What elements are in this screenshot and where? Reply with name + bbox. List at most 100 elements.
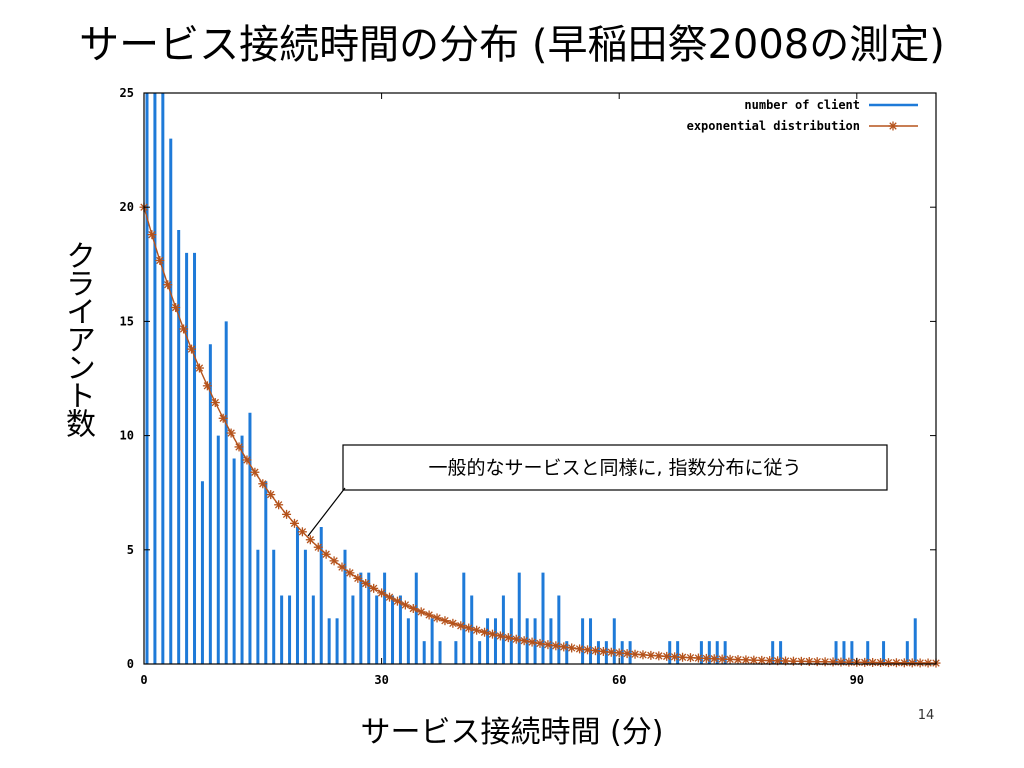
curve-point — [844, 657, 854, 667]
curve-point — [685, 653, 695, 663]
curve-point-stroke — [892, 659, 901, 667]
curve-point — [891, 658, 901, 668]
curve-point-stroke — [789, 657, 798, 665]
annotation-text: 一般的なサービスと同様に, 指数分布に従う — [428, 457, 801, 479]
curve-point-stroke — [916, 659, 924, 667]
curve-point-stroke — [457, 622, 465, 630]
curve-point — [377, 588, 387, 598]
curve-point-stroke — [900, 659, 909, 667]
legend-label-number-of-client: number of client — [744, 98, 860, 112]
curve-point — [440, 616, 450, 626]
curve-point — [820, 657, 830, 667]
curve-point — [464, 623, 474, 633]
y-tick-label: 25 — [120, 86, 134, 100]
curve-point-stroke — [575, 645, 584, 653]
curve-point-stroke — [908, 659, 916, 667]
curve-point-stroke — [718, 655, 726, 663]
page-number: 14 — [917, 708, 935, 723]
curve-point-stroke — [765, 656, 774, 665]
curve-point — [804, 657, 814, 667]
curve-point-stroke — [488, 630, 497, 638]
legend-label-exponential: exponential distribution — [687, 119, 860, 133]
curve-point — [337, 562, 347, 572]
curve-point — [155, 255, 165, 265]
curve-point — [860, 657, 870, 667]
x-tick-label: 0 — [140, 673, 147, 687]
curve-point — [456, 621, 466, 631]
curve-point-stroke — [734, 655, 742, 664]
curve-point-stroke — [528, 638, 536, 646]
plot-frame — [143, 92, 937, 665]
curve-point-stroke — [710, 655, 718, 663]
curve-point — [329, 556, 339, 566]
curve-point — [606, 647, 616, 657]
curve-point — [392, 596, 402, 606]
curve-point-stroke — [354, 574, 362, 583]
curve-point-stroke — [369, 584, 378, 593]
curve-point-stroke — [868, 658, 877, 667]
curve-point — [828, 657, 838, 667]
curve-point-stroke — [362, 579, 370, 588]
legend: number of client exponential distributio… — [687, 98, 918, 133]
curve-point-stroke — [742, 656, 750, 664]
curve-point-stroke — [274, 501, 283, 509]
curve-point — [400, 600, 410, 610]
y-tick-label: 20 — [120, 200, 134, 214]
curve-point-stroke — [259, 480, 267, 488]
curve-point — [781, 656, 791, 666]
curve-point-stroke — [702, 654, 711, 663]
curve-point-stroke — [655, 652, 663, 660]
curve-point — [662, 651, 672, 661]
curve-point-stroke — [243, 456, 251, 464]
curve-point — [630, 649, 640, 659]
curve-point — [282, 509, 292, 519]
curve-point-stroke — [599, 647, 608, 656]
curve-point — [147, 230, 157, 240]
curve-point-stroke — [187, 345, 196, 353]
curve-point-stroke — [607, 648, 615, 656]
curve-point-stroke — [504, 633, 513, 642]
curve-point-stroke — [560, 643, 568, 651]
curve-point — [321, 549, 331, 559]
curve-point — [179, 324, 189, 334]
curve-point — [495, 631, 505, 641]
curve-point-stroke — [290, 519, 299, 528]
curve-point — [361, 579, 371, 589]
curve-point — [646, 650, 656, 660]
curve-point-stroke — [385, 593, 394, 601]
curve-point-stroke — [314, 543, 322, 551]
curve-point — [876, 658, 886, 668]
curve-point-stroke — [694, 654, 703, 662]
x-tick-label: 30 — [374, 673, 388, 687]
curve-point-stroke — [496, 632, 505, 640]
y-tick-label: 15 — [120, 314, 134, 328]
curve-point — [899, 658, 909, 668]
curve-point-stroke — [536, 639, 544, 648]
curve-point-stroke — [686, 653, 695, 662]
curve-point — [274, 500, 284, 510]
curve-point-stroke — [409, 604, 417, 613]
curve-point — [313, 542, 323, 552]
curve-point — [297, 527, 307, 537]
curve-point-stroke — [773, 657, 782, 665]
curve-point-stroke — [148, 230, 156, 239]
curve-point — [590, 646, 600, 656]
curve-point-stroke — [377, 589, 386, 597]
curve-point — [266, 490, 276, 500]
curve-point — [693, 653, 703, 663]
curve-point — [480, 627, 490, 637]
curve-point — [622, 649, 632, 659]
curve-point-stroke — [417, 608, 425, 616]
curve-point-stroke — [520, 637, 528, 645]
curve-point — [670, 652, 680, 662]
curve-point-stroke — [346, 569, 354, 577]
curve-point — [907, 658, 917, 668]
curve-point — [709, 654, 719, 664]
curve-point — [242, 455, 252, 465]
curve-point — [749, 655, 759, 665]
curve-point — [503, 633, 513, 643]
curve-point — [551, 641, 561, 651]
curve-point — [258, 479, 268, 489]
slide-title: サービス接続時間の分布 (早稲田祭2008の測定) — [79, 22, 945, 68]
